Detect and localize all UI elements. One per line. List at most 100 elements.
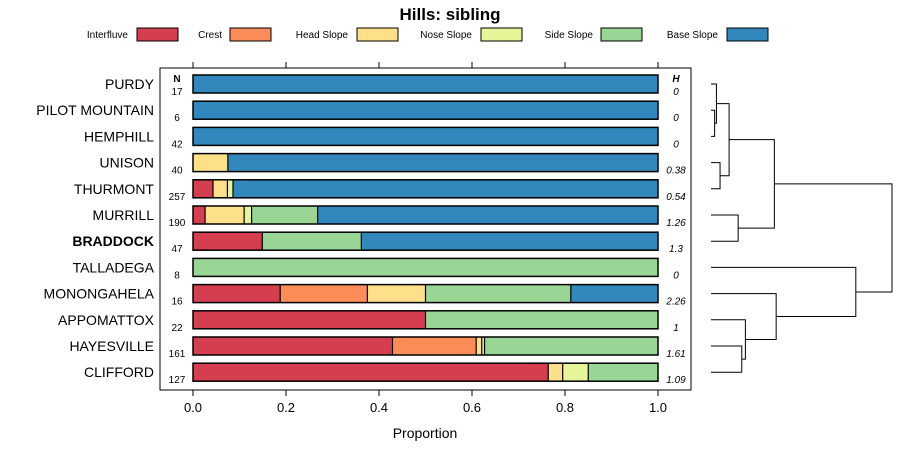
dendrogram-link bbox=[711, 266, 857, 318]
dendrogram-link bbox=[711, 345, 743, 373]
bar-segment-head-slope bbox=[548, 363, 563, 382]
n-value: 16 bbox=[171, 297, 183, 308]
dendrogram-link bbox=[711, 319, 746, 360]
bar-outline bbox=[192, 231, 659, 251]
n-value: 6 bbox=[174, 113, 180, 124]
bar-outline bbox=[192, 74, 659, 94]
x-axis: 0.0 0.2 0.4 0.6 0.8 1.0 bbox=[184, 62, 667, 415]
n-column-header: N bbox=[173, 74, 180, 85]
bar-segment-nose-slope bbox=[562, 363, 589, 382]
bar-segment-interfluve bbox=[193, 232, 263, 251]
bar-outline bbox=[192, 126, 659, 147]
x-tick-label: 0.0 bbox=[184, 400, 202, 415]
row-label: THURMONT bbox=[74, 181, 155, 197]
n-value: 8 bbox=[174, 270, 180, 281]
bar-segment-base-slope bbox=[317, 206, 658, 224]
h-column-header: H bbox=[672, 74, 680, 85]
bar-segment-side-slope bbox=[262, 232, 362, 251]
x-tick-label: 0.8 bbox=[556, 400, 574, 415]
bar-segment-base-slope bbox=[570, 284, 658, 303]
x-tick-label: 0.2 bbox=[277, 400, 295, 415]
row-label: MURRILL bbox=[93, 207, 155, 223]
bar-outline bbox=[192, 310, 659, 330]
h-value: 0 bbox=[673, 113, 679, 124]
row-talladega: TALLADEGA 8 0 bbox=[73, 257, 679, 281]
n-value: 257 bbox=[169, 192, 186, 203]
n-value: 17 bbox=[171, 87, 183, 98]
h-value: 0 bbox=[673, 270, 679, 281]
dendrogram-link bbox=[711, 293, 777, 340]
legend-label-base-slope: Base Slope bbox=[667, 30, 719, 41]
bar-segment-head-slope bbox=[205, 206, 245, 224]
row-monongahela: MONONGAHELA 16 2.26 bbox=[44, 283, 686, 308]
x-tick-label: 0.4 bbox=[370, 400, 388, 415]
row-thurmont: THURMONT 257 0.54 bbox=[74, 179, 686, 203]
bar-segment-crest bbox=[280, 284, 368, 303]
bar-outline bbox=[192, 100, 659, 120]
bar-segment-interfluve bbox=[193, 179, 213, 198]
bar-segment-side-slope bbox=[484, 337, 658, 355]
x-tick-label: 1.0 bbox=[649, 400, 667, 415]
bar-segment-interfluve bbox=[193, 206, 206, 224]
x-axis-title: Proportion bbox=[393, 425, 458, 441]
bar-segment-nose-slope bbox=[227, 179, 233, 198]
row-braddock: BRADDOCK 47 1.3 bbox=[72, 231, 683, 255]
bar-segment-head-slope bbox=[212, 179, 228, 198]
bar-outline bbox=[192, 205, 659, 225]
legend-label-interfluve: Interfluve bbox=[87, 30, 129, 41]
dendrogram-link bbox=[711, 214, 739, 242]
n-value: 47 bbox=[171, 244, 183, 255]
h-value: 1.26 bbox=[666, 218, 686, 229]
bar-segment-nose-slope bbox=[481, 337, 485, 355]
bar-segment-base-slope bbox=[227, 153, 658, 172]
row-hemphill: HEMPHILL 42 0 bbox=[84, 126, 679, 150]
h-value: 0.54 bbox=[666, 192, 686, 203]
bar-segment-base-slope bbox=[361, 232, 658, 251]
row-label: HEMPHILL bbox=[84, 128, 154, 144]
bar-segment-base-slope bbox=[193, 101, 658, 120]
legend-swatch-crest bbox=[229, 27, 272, 42]
row-appomattox: APPOMATTOX 22 1 bbox=[58, 310, 679, 334]
bar-outline bbox=[192, 152, 659, 173]
chart-title: Hills: sibling bbox=[399, 5, 500, 24]
n-value: 42 bbox=[171, 139, 183, 150]
row-label: UNISON bbox=[100, 155, 154, 171]
bar-segment-interfluve bbox=[193, 363, 549, 382]
row-purdy: PURDY 17 0 bbox=[105, 74, 679, 98]
dendrogram-link bbox=[774, 183, 893, 293]
bar-outline bbox=[192, 362, 659, 382]
bar-segment-base-slope bbox=[193, 127, 658, 146]
bar-segment-side-slope bbox=[588, 363, 658, 382]
bar-segment-interfluve bbox=[193, 337, 393, 355]
row-label: PILOT MOUNTAIN bbox=[36, 102, 154, 118]
legend-swatch-side-slope bbox=[600, 27, 643, 42]
dendrogram bbox=[711, 83, 893, 373]
row-label: TALLADEGA bbox=[73, 259, 155, 275]
bar-segment-interfluve bbox=[193, 284, 281, 303]
row-label: MONONGAHELA bbox=[44, 286, 155, 302]
bar-segment-nose-slope bbox=[244, 206, 252, 224]
h-value: 1.3 bbox=[669, 244, 683, 255]
bar-segment-base-slope bbox=[193, 75, 658, 93]
bar-segment-head-slope bbox=[367, 284, 426, 303]
n-value: 22 bbox=[171, 323, 183, 334]
row-hayesville: HAYESVILLE 161 1.61 bbox=[69, 336, 686, 360]
rows: PURDY 17 0 PILOT MOUNTAIN 6 0 HEMPHILL 42 0 UNISO… bbox=[36, 74, 686, 386]
bar-outline bbox=[192, 283, 659, 304]
bar-segment-side-slope bbox=[425, 284, 571, 303]
n-value: 40 bbox=[171, 166, 183, 177]
n-value: 127 bbox=[169, 375, 186, 386]
bar-segment-side-slope bbox=[193, 258, 658, 277]
row-label: APPOMATTOX bbox=[58, 312, 155, 328]
row-label: CLIFFORD bbox=[84, 364, 154, 380]
plot-frame bbox=[159, 67, 692, 391]
x-tick-label: 0.6 bbox=[463, 400, 481, 415]
h-value: 0.38 bbox=[666, 166, 686, 177]
h-value: 1.61 bbox=[666, 349, 685, 360]
row-unison: UNISON 40 0.38 bbox=[100, 152, 686, 177]
bar-segment-side-slope bbox=[425, 310, 658, 329]
row-label: BRADDOCK bbox=[72, 233, 154, 249]
row-clifford: CLIFFORD 127 1.09 bbox=[84, 362, 686, 386]
legend-swatch-base-slope bbox=[726, 27, 769, 42]
